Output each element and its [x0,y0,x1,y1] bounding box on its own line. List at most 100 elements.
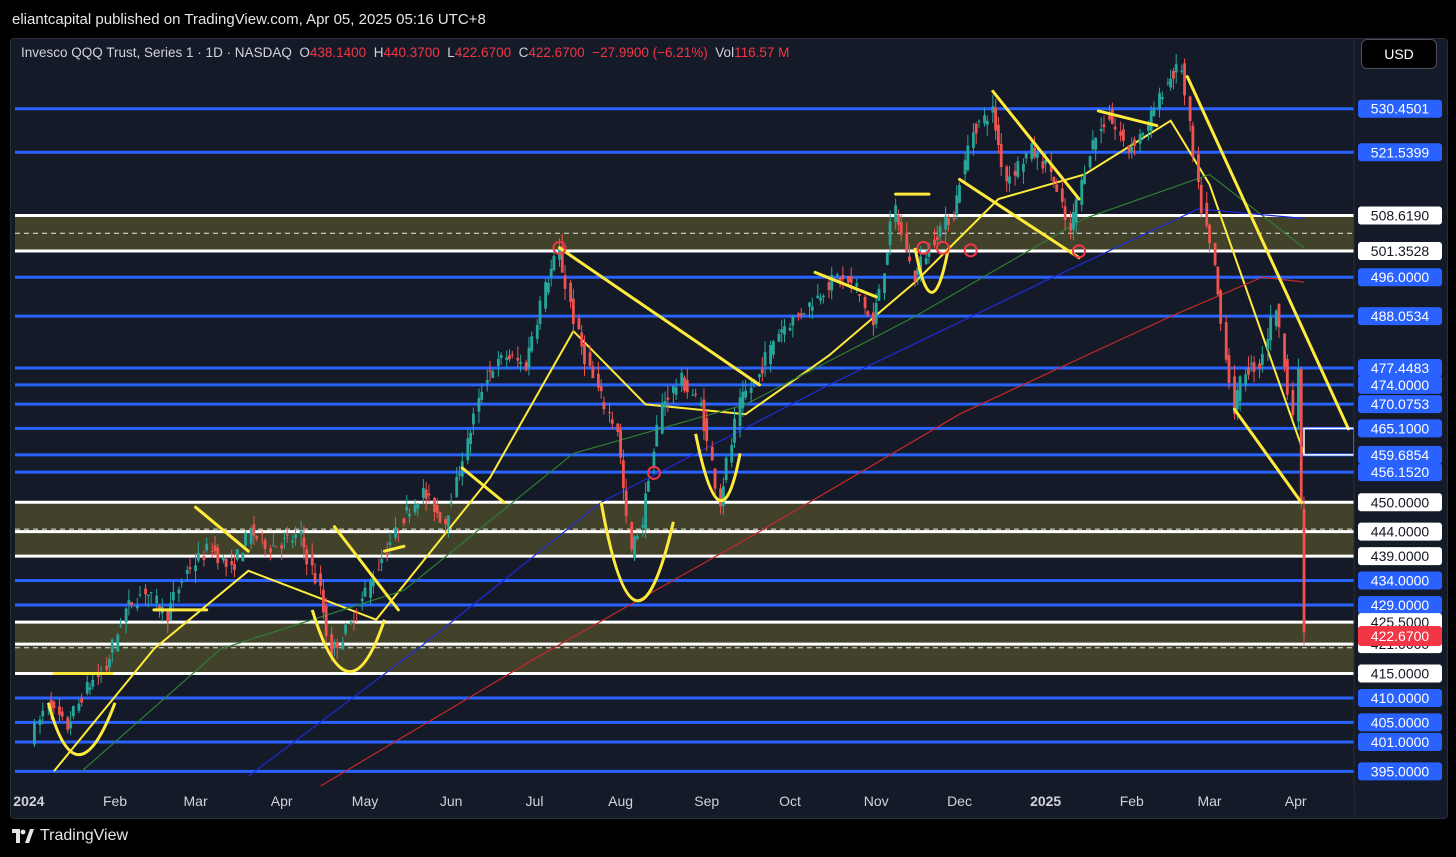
candle-body [899,222,903,235]
candle-body [788,327,792,331]
cup-pattern-drawing[interactable] [694,433,742,502]
price-chart[interactable]: 530.4501 521.5399 508.6190 501.3528 496.0000… [11,39,1447,818]
candle-body [1260,353,1264,366]
candle-body [1130,146,1134,153]
trendline-drawing[interactable] [382,544,406,553]
price-label-badge [1358,375,1442,394]
chart-panel[interactable]: 530.4501 521.5399 508.6190 501.3528 496.0000… [10,38,1448,819]
candle-body [444,519,447,525]
candle-body [138,594,142,596]
price-label-badge [1358,445,1442,464]
candle-body [816,295,820,299]
candle-body [671,386,675,393]
marker-circle[interactable] [916,240,931,255]
candle-body [894,205,898,222]
time-tick-label: Apr [271,793,293,809]
candle-body [733,418,736,443]
marker-circle[interactable] [1071,244,1086,259]
candle-body [588,352,592,366]
trendline-drawing[interactable] [991,89,1081,201]
trendline-drawing[interactable] [958,177,1081,260]
trendline-drawing[interactable] [813,270,878,299]
candle-body [791,316,795,326]
tradingview-logo[interactable]: TradingView [12,827,128,845]
candle-body [49,699,53,715]
moving-average-line [320,276,1305,787]
candle-body [583,344,586,365]
candle-body [599,386,603,392]
candle-body [158,605,161,611]
trendline-drawing[interactable] [1185,75,1350,431]
candle-body [633,536,636,559]
cup-pattern-drawing[interactable] [310,609,386,673]
trendline-drawing[interactable] [460,466,506,504]
trendline-drawing[interactable] [332,525,400,612]
candle-body [897,215,900,225]
candle-body [291,540,295,543]
candle-body [1005,166,1009,182]
candle-body [580,332,584,347]
candle-body [713,468,717,489]
candle-body [655,424,659,447]
time-axis[interactable] [11,788,1354,818]
candle-body [702,399,706,432]
trendline-drawing[interactable] [194,505,250,553]
cup-pattern-drawing[interactable] [46,702,117,756]
trendline-drawing[interactable] [557,246,762,387]
price-label: 395.0000 [1371,763,1430,779]
candle-body [1244,374,1248,385]
candle-body [749,387,753,393]
candle-body [685,379,689,393]
cup-pattern-drawing[interactable] [913,247,950,294]
candle-body [285,534,289,536]
candle-body [924,258,928,264]
price-label-badge [1358,463,1442,482]
candle-body [591,366,595,379]
marker-circle[interactable] [963,243,978,258]
candle-body [96,674,100,678]
price-label: 521.5399 [1371,144,1430,160]
price-label: 401.0000 [1371,734,1430,750]
volume-value: 116.57 M [734,45,790,60]
candle-body [496,358,500,367]
open-label: O [299,45,310,60]
time-tick-label: 2025 [1030,793,1061,809]
candle-body [983,115,986,124]
candle-body [433,497,436,512]
time-tick-label: Mar [184,793,208,809]
candle-body [249,529,253,544]
candle-body [119,625,122,627]
trendline-drawing[interactable] [1233,407,1303,504]
candle-body [819,297,823,301]
price-label-badge [1358,307,1442,326]
candle-body [77,703,81,711]
candle-body [1127,145,1131,153]
trendline-drawing[interactable] [1096,109,1159,128]
candle-body [799,313,803,316]
candle-body [530,336,534,352]
currency-button[interactable]: USD [1361,39,1437,69]
marker-circle[interactable] [552,240,567,255]
candle-body [1094,137,1098,150]
price-label: 444.0000 [1371,524,1430,540]
candle-body [1063,206,1067,220]
candle-body [1160,97,1164,100]
price-label-badge [1358,571,1442,590]
candle-body [188,567,192,570]
candle-body [872,312,875,326]
price-label-badge [1358,268,1442,287]
candle-body [252,524,256,536]
time-tick-label: Dec [947,793,972,809]
candle-body [847,275,850,283]
marker-circle[interactable] [646,465,661,480]
candle-body [1238,376,1242,402]
candle-body [933,239,936,246]
marker-circle[interactable] [935,240,950,255]
candle-body [838,278,842,283]
candle-body [783,326,786,335]
candle-body [519,361,522,365]
candle-body [427,493,431,496]
candle-body [666,397,670,400]
cup-pattern-drawing[interactable] [599,502,675,603]
candle-body [760,368,764,374]
